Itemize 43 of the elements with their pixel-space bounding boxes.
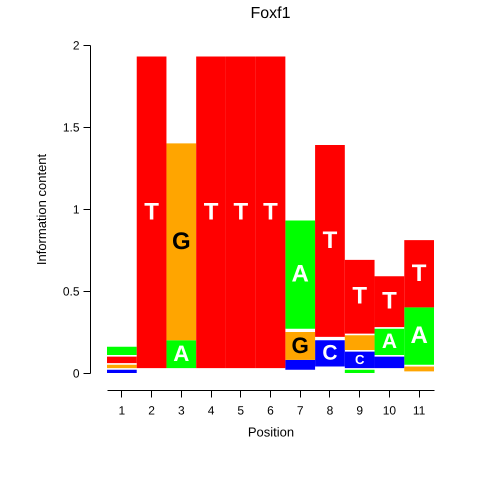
text: T [322,226,338,254]
text: T [204,198,218,226]
x-tick-label: 9 [356,404,364,418]
series-label: T [233,198,248,226]
x-tick-label: 6 [267,404,274,418]
bar [107,346,137,355]
y-axis-title: Information content [34,153,49,266]
series-label: A [173,341,190,366]
text: T [352,282,368,310]
x-tick-label: 4 [208,404,215,418]
y-tick-label: 1 [72,202,80,216]
x-axis-title: Position [248,424,294,440]
text: T [144,198,159,226]
x-tick-label: 11 [412,404,426,418]
bar [107,370,137,373]
bar [166,143,196,340]
x-tick-label: 5 [237,404,244,418]
x-tick-label: 7 [296,404,304,418]
x-tick-label: 1 [118,404,126,418]
y-tick-label: 1.5 [62,120,80,134]
y-tick-label: 0 [72,366,80,380]
x-tick-label: 2 [148,404,156,418]
x-tick-label: 10 [382,404,396,418]
series-label: G [292,332,309,358]
x-tick-label: 3 [178,404,185,418]
x-tick-label: 8 [326,404,334,418]
text: T [412,260,426,287]
text: A [410,322,428,350]
y-tick-label: 2 [72,38,80,52]
text: T [382,288,397,315]
y-tick-label: 0.5 [62,284,80,298]
text: T [263,198,278,226]
text: A [292,260,309,288]
bar [344,335,375,350]
bar [404,366,434,372]
text: A [382,330,397,353]
chart-title: Foxf1 [250,5,291,22]
bar [344,370,375,373]
bar [285,220,316,329]
text: C [322,341,338,364]
bar [107,364,137,368]
series-label: C [354,352,365,367]
text: G [172,228,191,255]
